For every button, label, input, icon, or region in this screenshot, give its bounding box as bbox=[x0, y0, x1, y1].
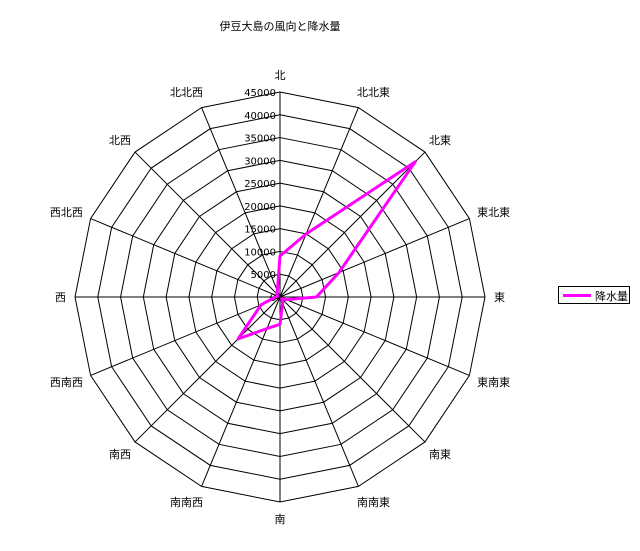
legend-label: 降水量 bbox=[595, 290, 628, 303]
radial-tick-label: 35000 bbox=[244, 134, 276, 145]
data-point bbox=[274, 295, 277, 299]
chart-title: 伊豆大島の風向と降水量 bbox=[219, 20, 341, 33]
legend: 降水量 bbox=[558, 286, 630, 304]
axis-category-label: 南南東 bbox=[357, 496, 390, 509]
axis-category-label: 南西 bbox=[109, 448, 131, 461]
data-point bbox=[236, 337, 240, 341]
spoke-line bbox=[134, 151, 281, 298]
axis-category-label: 西北西 bbox=[50, 206, 83, 219]
data-point bbox=[337, 271, 341, 274]
axis-category-label: 南東 bbox=[429, 448, 451, 461]
axis-category-label: 東北東 bbox=[477, 206, 510, 219]
axis-category-label: 北 bbox=[275, 69, 286, 82]
spoke-line bbox=[279, 218, 470, 298]
radial-tick-label: 45000 bbox=[244, 88, 276, 99]
axis-category-label: 南 bbox=[275, 513, 286, 526]
data-point bbox=[280, 297, 283, 300]
data-point bbox=[278, 254, 282, 258]
data-point bbox=[281, 302, 284, 305]
radial-tick-label: 20000 bbox=[244, 202, 276, 213]
spoke-line bbox=[201, 296, 281, 487]
radial-tick-label: 25000 bbox=[244, 179, 276, 190]
spoke-line bbox=[90, 296, 281, 376]
axis-category-label: 西 bbox=[55, 291, 66, 304]
radial-tick-label: 40000 bbox=[244, 111, 276, 122]
spoke-line bbox=[201, 107, 281, 298]
spoke-line bbox=[90, 218, 281, 298]
data-point bbox=[275, 292, 278, 295]
spoke-line bbox=[279, 296, 359, 487]
radial-tick-label: 15000 bbox=[244, 225, 276, 236]
radial-tick-label: 10000 bbox=[244, 247, 276, 258]
spoke-line bbox=[134, 296, 281, 443]
spoke-line bbox=[279, 296, 426, 443]
legend-swatch bbox=[563, 294, 591, 297]
data-point bbox=[315, 295, 318, 299]
axis-category-label: 北東 bbox=[429, 134, 451, 147]
data-point bbox=[278, 323, 282, 326]
axis-category-label: 北北西 bbox=[170, 86, 203, 99]
axis-category-label: 北北東 bbox=[357, 86, 390, 99]
data-point bbox=[259, 303, 263, 306]
axis-category-label: 西南西 bbox=[50, 376, 83, 389]
spoke-line bbox=[279, 296, 470, 376]
axis-category-label: 南南西 bbox=[170, 496, 203, 509]
axis-category-label: 東南東 bbox=[477, 376, 510, 389]
data-point bbox=[305, 232, 308, 236]
data-point bbox=[276, 289, 279, 292]
spoke-line bbox=[279, 151, 426, 298]
data-point bbox=[285, 298, 288, 301]
data-point bbox=[276, 294, 280, 298]
radial-tick-label: 5000 bbox=[251, 270, 276, 281]
data-point bbox=[414, 160, 417, 163]
spoke-line bbox=[279, 107, 359, 298]
axis-category-label: 東 bbox=[494, 291, 505, 304]
data-point bbox=[265, 327, 269, 330]
axis-category-label: 北西 bbox=[109, 134, 131, 147]
radial-tick-label: 30000 bbox=[244, 156, 276, 167]
